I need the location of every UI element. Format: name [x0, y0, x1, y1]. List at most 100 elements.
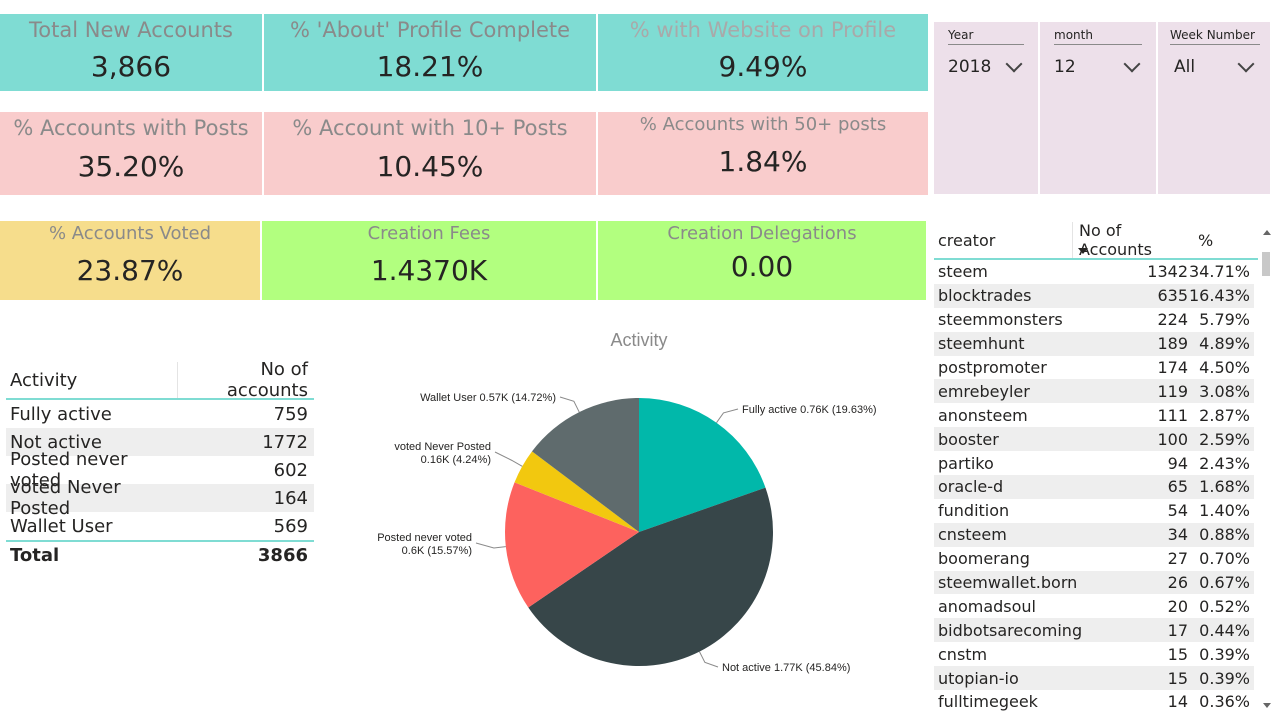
creator-count: 111 [1157, 405, 1188, 425]
slicer-month[interactable]: month 12 [1040, 22, 1156, 194]
pie-leader-line [559, 396, 580, 413]
month-dropdown[interactable]: 12 [1054, 55, 1142, 77]
table-row[interactable]: oracle-d 65 1.68% [934, 475, 1254, 499]
pie-data-label: Not active 1.77K (45.84%) [722, 662, 850, 674]
creator-percent: 34.71% [1188, 262, 1250, 282]
table-row[interactable]: cnsteem 34 0.88% [934, 522, 1254, 547]
creator-table-scrollbar[interactable] [1260, 226, 1272, 712]
creator-percent: 0.67% [1199, 573, 1250, 593]
creator-count: 17 [1167, 620, 1188, 640]
pie-slice-not-active[interactable] [528, 487, 773, 666]
activity-table: Activity No of accounts Fully active 759 N… [6, 359, 314, 568]
slicer-week-number[interactable]: Week Number All [1158, 22, 1270, 194]
week-number-dropdown[interactable]: All [1174, 55, 1256, 77]
table-row[interactable]: Posted never voted 602 [6, 449, 314, 491]
creator-count: 635 [1157, 286, 1188, 306]
kpi-value: 10.45% [376, 150, 484, 183]
column-header-percent[interactable]: % [1198, 230, 1214, 250]
activity-name: Not active [10, 431, 102, 453]
column-header-no-of-accounts[interactable]: No of Accounts [1072, 221, 1190, 259]
creator-percent: 2.59% [1199, 429, 1250, 449]
creator-percent: 0.44% [1199, 620, 1250, 640]
table-row[interactable]: anomadsoul 20 0.52% [934, 594, 1254, 618]
pie-data-label: Wallet User 0.57K (14.72%) [420, 392, 556, 404]
column-header-activity[interactable]: Activity [6, 362, 178, 398]
kpi-value: 3,866 [90, 50, 172, 83]
creator-percent: 0.36% [1199, 692, 1250, 712]
table-row[interactable]: steemwallet.born 26 0.67% [934, 570, 1254, 595]
table-row[interactable]: postpromoter 174 4.50% [934, 356, 1254, 380]
creator-percent: 4.50% [1199, 358, 1250, 377]
creator-count: 1342 [1147, 262, 1188, 282]
creator-count: 94 [1167, 453, 1188, 473]
kpi-card-total-new-accounts: Total New Accounts 3,866 [0, 14, 262, 91]
table-row[interactable]: partiko 94 2.43% [934, 451, 1254, 475]
table-row[interactable]: boomerang 27 0.70% [934, 547, 1254, 571]
table-row[interactable]: emrebeyler 119 3.08% [934, 379, 1254, 404]
creator-percent: 1.68% [1199, 477, 1250, 497]
chevron-down-icon[interactable] [1123, 55, 1141, 73]
table-row[interactable]: Not active 1772 [6, 428, 314, 456]
pie-data-label: Fully active 0.76K (19.63%) [742, 404, 877, 416]
pie-slice-wallet-user[interactable] [532, 398, 639, 532]
creator-name: utopian-io [938, 668, 1019, 688]
table-row[interactable]: utopian-io 15 0.39% [934, 666, 1254, 691]
slicer-year[interactable]: Year 2018 [934, 22, 1038, 194]
creator-count: 15 [1167, 644, 1188, 664]
chevron-down-icon[interactable] [1237, 55, 1255, 73]
year-dropdown[interactable]: 2018 [948, 55, 1024, 77]
column-header-no-of-accounts[interactable]: No of accounts [226, 359, 308, 401]
creator-percent: 3.08% [1199, 381, 1250, 401]
scroll-thumb[interactable] [1262, 252, 1270, 276]
slicer-label: Week Number [1170, 28, 1260, 45]
creator-count: 54 [1167, 501, 1188, 521]
table-row[interactable]: bidbotsarecoming 17 0.44% [934, 618, 1254, 643]
table-row[interactable]: steem 1342 34.71% [934, 260, 1254, 284]
creator-name: partiko [938, 453, 994, 473]
table-row[interactable]: steemhunt 189 4.89% [934, 331, 1254, 356]
slicer-value: 2018 [948, 57, 992, 77]
kpi-title: Creation Fees [367, 223, 491, 244]
table-row[interactable]: cnstm 15 0.39% [934, 642, 1254, 666]
creator-percent: 4.89% [1199, 334, 1250, 354]
table-row[interactable]: Wallet User 569 [6, 512, 314, 540]
creator-name: blocktrades [938, 286, 1032, 306]
slicer-value: 12 [1054, 57, 1076, 77]
creator-count: 224 [1157, 310, 1188, 330]
creator-percent: 0.88% [1199, 525, 1250, 545]
kpi-value: 1.84% [718, 145, 808, 178]
kpi-value: 9.49% [718, 50, 808, 83]
table-row[interactable]: booster 100 2.59% [934, 427, 1254, 452]
table-row[interactable]: blocktrades 635 16.43% [934, 283, 1254, 308]
creator-percent: 2.43% [1199, 453, 1250, 473]
kpi-value: 1.4370K [370, 254, 488, 287]
scroll-down-icon[interactable] [1263, 703, 1271, 708]
table-header: creator No of Accounts % [934, 221, 1258, 260]
creator-table: creator No of Accounts % steem 1342 34.71%… [934, 221, 1258, 714]
activity-count: 1772 [262, 431, 308, 453]
table-row[interactable]: fundition 54 1.40% [934, 499, 1254, 523]
table-row[interactable]: anonsteem 111 2.87% [934, 403, 1254, 427]
pie-slice-fully-active[interactable] [639, 398, 766, 532]
creator-name: anomadsoul [938, 596, 1036, 616]
table-row[interactable]: steemmonsters 224 5.79% [934, 308, 1254, 332]
creator-count: 119 [1157, 381, 1188, 401]
pie-slice-voted-never-posted[interactable] [514, 451, 639, 532]
activity-name: Posted never voted [10, 449, 128, 491]
pie-leader-line [475, 542, 506, 549]
table-row[interactable]: voted Never Posted 164 [6, 477, 314, 519]
pie-data-label: Posted never voted 0.6K (15.57%) [377, 532, 472, 557]
column-header-creator[interactable]: creator [938, 230, 996, 250]
chevron-down-icon[interactable] [1005, 55, 1023, 73]
creator-count: 15 [1167, 668, 1188, 688]
kpi-card-website-on-profile: % with Website on Profile 9.49% [598, 14, 928, 91]
scroll-up-icon[interactable] [1263, 230, 1271, 235]
kpi-card-accounts-with-posts: % Accounts with Posts 35.20% [0, 112, 262, 195]
activity-name: Fully active [10, 403, 112, 425]
activity-count: 164 [273, 487, 308, 509]
table-row[interactable]: Fully active 759 [6, 400, 314, 428]
creator-percent: 16.43% [1188, 286, 1250, 306]
pie-leader-line [716, 408, 739, 423]
pie-slice-posted-never-voted[interactable] [504, 482, 639, 608]
table-row[interactable]: fulltimegeek 14 0.36% [934, 690, 1254, 714]
